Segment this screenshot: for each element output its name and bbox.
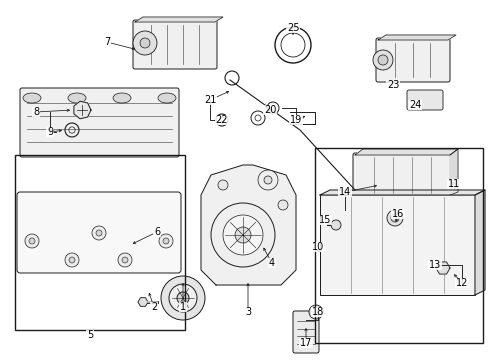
Text: 16: 16 — [391, 209, 403, 219]
Text: 18: 18 — [311, 307, 324, 317]
Circle shape — [159, 234, 173, 248]
Polygon shape — [74, 101, 91, 119]
Ellipse shape — [68, 93, 86, 103]
Text: 19: 19 — [289, 115, 302, 125]
Text: 6: 6 — [154, 227, 160, 237]
Circle shape — [223, 215, 263, 255]
FancyBboxPatch shape — [352, 153, 451, 197]
FancyBboxPatch shape — [133, 20, 217, 69]
Circle shape — [133, 31, 157, 55]
FancyBboxPatch shape — [375, 38, 449, 82]
Circle shape — [377, 55, 387, 65]
Text: 10: 10 — [311, 242, 324, 252]
FancyBboxPatch shape — [17, 192, 181, 273]
Circle shape — [169, 284, 197, 312]
Circle shape — [386, 210, 402, 226]
Text: 11: 11 — [447, 179, 459, 189]
Bar — [314, 148, 482, 343]
Circle shape — [69, 257, 75, 263]
Circle shape — [122, 257, 128, 263]
Circle shape — [258, 170, 278, 190]
Circle shape — [177, 292, 189, 304]
Circle shape — [390, 214, 398, 222]
Circle shape — [161, 276, 204, 320]
Text: 4: 4 — [268, 258, 274, 268]
Circle shape — [163, 238, 169, 244]
Text: 9: 9 — [47, 127, 53, 137]
Polygon shape — [449, 149, 457, 195]
Circle shape — [372, 50, 392, 70]
Circle shape — [29, 238, 35, 244]
Polygon shape — [319, 190, 484, 195]
Bar — [15, 155, 184, 330]
Text: 8: 8 — [33, 107, 39, 117]
Circle shape — [308, 305, 323, 319]
Text: 3: 3 — [244, 307, 250, 317]
Ellipse shape — [158, 93, 176, 103]
Text: 13: 13 — [428, 260, 440, 270]
Ellipse shape — [113, 93, 131, 103]
Circle shape — [264, 176, 271, 184]
Text: 24: 24 — [408, 100, 420, 110]
Polygon shape — [354, 149, 457, 155]
Circle shape — [218, 180, 227, 190]
Circle shape — [118, 253, 132, 267]
Text: 17: 17 — [299, 338, 311, 348]
Text: 21: 21 — [203, 95, 216, 105]
Circle shape — [25, 234, 39, 248]
FancyBboxPatch shape — [20, 88, 179, 157]
Bar — [319, 195, 474, 295]
Text: 25: 25 — [286, 23, 299, 33]
Text: 2: 2 — [151, 302, 157, 312]
Text: 15: 15 — [318, 215, 330, 225]
FancyBboxPatch shape — [406, 90, 442, 110]
Text: 7: 7 — [103, 37, 110, 47]
Ellipse shape — [23, 93, 41, 103]
Circle shape — [330, 220, 340, 230]
Text: 23: 23 — [386, 80, 398, 90]
Circle shape — [96, 230, 102, 236]
Polygon shape — [135, 17, 223, 22]
Text: 5: 5 — [87, 330, 93, 340]
Circle shape — [210, 203, 274, 267]
Text: 14: 14 — [338, 187, 350, 197]
Polygon shape — [377, 35, 455, 40]
Circle shape — [92, 226, 106, 240]
Polygon shape — [138, 298, 148, 306]
Text: 12: 12 — [455, 278, 467, 288]
Circle shape — [65, 253, 79, 267]
Circle shape — [278, 200, 287, 210]
Circle shape — [235, 227, 250, 243]
Text: 20: 20 — [263, 105, 276, 115]
Text: 1: 1 — [180, 302, 185, 312]
Polygon shape — [201, 165, 295, 285]
Circle shape — [140, 38, 150, 48]
Text: 22: 22 — [215, 115, 228, 125]
Polygon shape — [474, 190, 484, 295]
FancyBboxPatch shape — [292, 311, 318, 353]
Polygon shape — [435, 262, 449, 274]
